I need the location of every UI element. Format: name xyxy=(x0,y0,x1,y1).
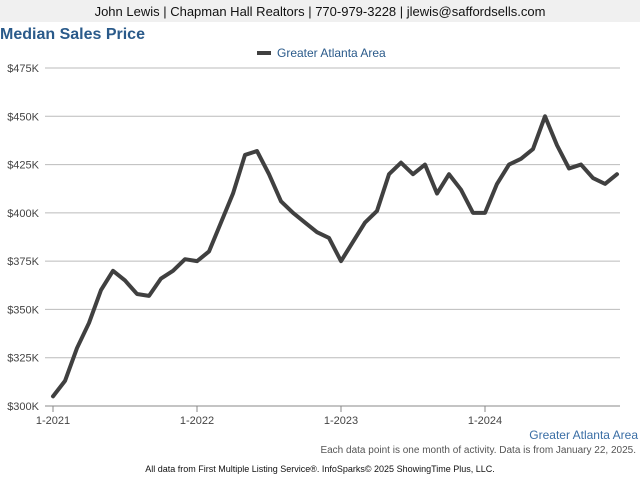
chart-title: Median Sales Price xyxy=(0,26,145,43)
y-tick-label: $450K xyxy=(7,111,39,123)
data-note: Each data point is one month of activity… xyxy=(320,445,636,456)
x-tick-label: 1-2024 xyxy=(468,415,502,427)
data-credit: All data from First Multiple Listing Ser… xyxy=(145,464,495,474)
x-tick-label: 1-2021 xyxy=(36,415,70,427)
y-tick-label: $325K xyxy=(7,353,39,365)
x-tick-label: 1-2022 xyxy=(180,415,214,427)
x-tick-label: 1-2023 xyxy=(324,415,358,427)
y-tick-label: $425K xyxy=(7,160,39,172)
y-tick-label: $350K xyxy=(7,304,39,316)
y-tick-label: $400K xyxy=(7,208,39,220)
agent-contact-bar: John Lewis | Chapman Hall Realtors | 770… xyxy=(0,0,640,22)
series-line-greater-atlanta xyxy=(51,114,619,399)
y-tick-label: $375K xyxy=(7,256,39,268)
y-tick-label: $300K xyxy=(7,401,39,413)
legend-label: Greater Atlanta Area xyxy=(277,46,386,60)
region-label: Greater Atlanta Area xyxy=(529,428,638,442)
y-tick-label: $475K xyxy=(7,63,39,75)
